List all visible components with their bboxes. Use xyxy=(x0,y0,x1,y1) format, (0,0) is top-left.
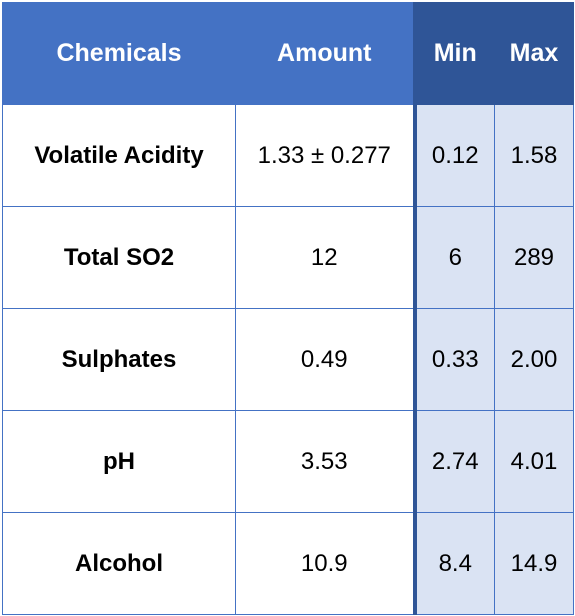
row-min: 6 xyxy=(412,206,495,309)
header-amount: Amount xyxy=(235,2,415,105)
row-amount: 10.9 xyxy=(235,512,415,615)
row-amount: 3.53 xyxy=(235,410,415,513)
row-chemical-name: Volatile Acidity xyxy=(2,104,236,207)
header-chemicals: Chemicals xyxy=(2,2,236,105)
row-max: 1.58 xyxy=(494,104,574,207)
row-min: 8.4 xyxy=(412,512,495,615)
table-row: Volatile Acidity 1.33 ± 0.277 0.12 1.58 xyxy=(2,104,574,207)
row-chemical-name: Total SO2 xyxy=(2,206,236,309)
row-min: 2.74 xyxy=(412,410,495,513)
header-row: Chemicals Amount Min Max xyxy=(2,2,574,105)
row-min: 0.12 xyxy=(412,104,495,207)
header-max: Max xyxy=(494,2,574,105)
row-chemical-name: Alcohol xyxy=(2,512,236,615)
row-max: 14.9 xyxy=(494,512,574,615)
row-chemical-name: Sulphates xyxy=(2,308,236,411)
table-row: Total SO2 12 6 289 xyxy=(2,206,574,309)
row-max: 4.01 xyxy=(494,410,574,513)
header-min: Min xyxy=(412,2,495,105)
row-max: 2.00 xyxy=(494,308,574,411)
row-amount: 1.33 ± 0.277 xyxy=(235,104,415,207)
row-max: 289 xyxy=(494,206,574,309)
table-row: pH 3.53 2.74 4.01 xyxy=(2,410,574,513)
row-amount: 12 xyxy=(235,206,415,309)
row-amount: 0.49 xyxy=(235,308,415,411)
table-row: Sulphates 0.49 0.33 2.00 xyxy=(2,308,574,411)
row-min: 0.33 xyxy=(412,308,495,411)
table-row: Alcohol 10.9 8.4 14.9 xyxy=(2,512,574,615)
row-chemical-name: pH xyxy=(2,410,236,513)
